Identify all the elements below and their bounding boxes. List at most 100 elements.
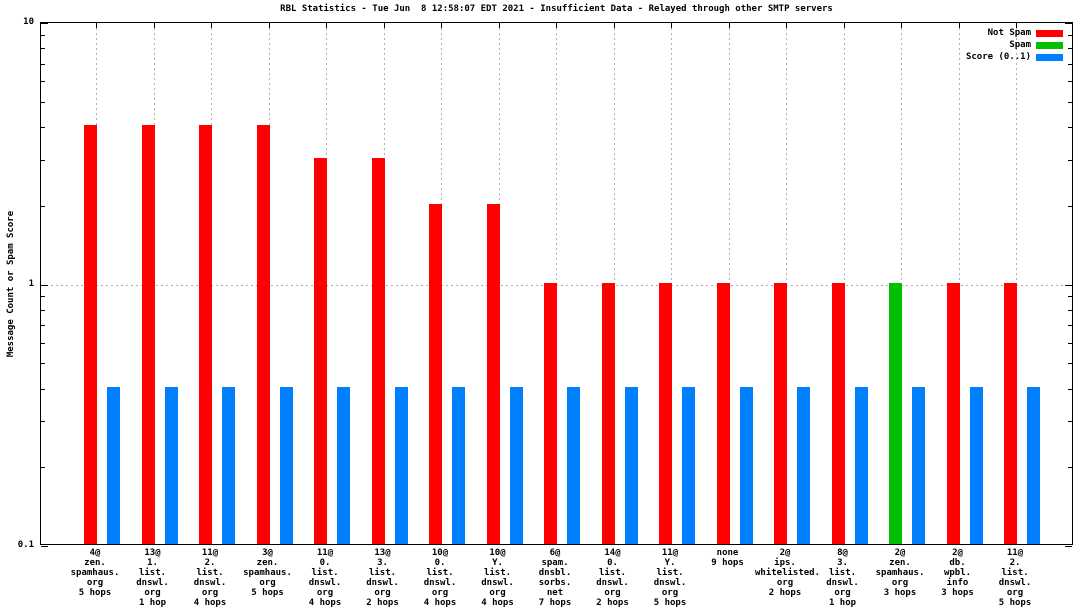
y-axis-tick-minor: [1068, 342, 1072, 344]
y-axis-tick-minor: [41, 205, 45, 207]
x-tick-label: none 9 hops: [711, 548, 744, 568]
bar-score: [912, 386, 925, 544]
y-axis-tick-minor: [41, 101, 45, 103]
bar-score: [567, 386, 580, 544]
bar-not-spam: [199, 125, 212, 544]
legend: Not Spam Spam Score (0..1): [966, 27, 1063, 63]
legend-label: Spam: [1009, 40, 1031, 50]
y-axis-tick-major: [41, 284, 48, 286]
y-axis-tick-minor: [41, 48, 45, 50]
y-axis-tick-minor: [41, 81, 45, 82]
y-axis-tick-minor: [1068, 101, 1072, 103]
x-tick-label: 11@ 0. list. dnswl. org 4 hops: [308, 548, 342, 608]
y-axis-tick-minor: [1068, 81, 1072, 82]
bar-score: [624, 386, 638, 544]
x-axis-tick: [556, 23, 557, 28]
bar-score: [682, 386, 695, 544]
y-tick-label: 0.1: [17, 540, 34, 550]
y-axis-tick-minor: [1068, 309, 1072, 311]
y-axis-tick-minor: [41, 309, 45, 311]
x-axis-tick: [1016, 23, 1017, 28]
bar-score: [452, 386, 465, 544]
bar-not-spam: [141, 125, 155, 544]
x-tick-label: 3@ zen. spamhaus. org 5 hops: [243, 548, 292, 598]
x-tick-label: 11@ Y. list. dnswl. org 5 hops: [653, 548, 687, 608]
y-axis-tick-minor: [1068, 363, 1072, 365]
y-axis-tick-minor: [1068, 63, 1072, 65]
bar-not-spam: [601, 282, 615, 544]
x-tick-label: 13@ 3. list. dnswl. org 2 hops: [366, 548, 399, 608]
x-axis-tick: [498, 23, 500, 28]
y-tick-label: 10: [23, 17, 34, 27]
bar-not-spam: [429, 203, 442, 544]
y-axis-tick-minor: [1068, 296, 1072, 298]
y-axis-tick-minor: [41, 363, 45, 365]
x-tick-label: 11@ 2. list. dnswl. org 4 hops: [193, 548, 227, 608]
chart-title: RBL Statistics - Tue Jun 8 12:58:07 EDT …: [280, 4, 833, 14]
y-axis-tick-minor: [1068, 159, 1072, 161]
legend-row: Spam: [966, 39, 1063, 51]
y-axis-tick-minor: [1068, 325, 1072, 326]
y-axis-tick-minor: [1068, 127, 1072, 129]
bar-not-spam: [1004, 282, 1017, 544]
legend-row: Score (0..1): [966, 51, 1063, 63]
x-axis-tick: [958, 23, 960, 28]
x-tick-label: 8@ 3. list. dnswl. org 1 hop: [826, 548, 859, 608]
x-tick-label: 14@ 0. list. dnswl. org 2 hops: [596, 548, 629, 608]
x-axis-tick: [613, 23, 615, 28]
y-axis-tick-minor: [1068, 205, 1072, 207]
bar-score: [279, 386, 293, 544]
x-tick-label: 2@ db. wpbl. info 3 hops: [941, 548, 974, 598]
bar-not-spam: [256, 125, 270, 544]
bar-not-spam: [774, 282, 787, 544]
x-tick-label: 13@ 1. list. dnswl. org 1 hop: [136, 548, 169, 608]
bar-not-spam: [314, 157, 327, 544]
y-axis-tick-minor: [41, 388, 45, 390]
plot-area: [40, 22, 1073, 547]
legend-label: Not Spam: [987, 28, 1031, 38]
x-tick-label: 2@ zen. spamhaus. org 3 hops: [875, 548, 925, 598]
y-axis-tick-minor: [41, 34, 45, 36]
y-axis-tick-major: [1065, 23, 1072, 24]
y-axis-tick-minor: [41, 421, 45, 423]
x-tick-label: 4@ zen. spamhaus. org 5 hops: [70, 548, 120, 598]
bar-not-spam: [371, 157, 385, 544]
x-tick-label: 2@ ips. whitelisted. org 2 hops: [755, 548, 821, 598]
x-axis-tick: [383, 23, 385, 28]
bar-score: [394, 386, 408, 544]
legend-swatch-not_spam: [1036, 29, 1063, 37]
x-axis-tick: [786, 23, 787, 28]
legend-swatch-spam: [1036, 41, 1063, 49]
bar-score: [222, 386, 235, 544]
legend-label: Score (0..1): [965, 52, 1031, 62]
x-tick-label: 6@ spam. dnsbl. sorbs. net 7 hops: [538, 548, 572, 608]
bar-score: [337, 386, 350, 544]
bar-score: [1027, 386, 1040, 544]
bar-not-spam: [831, 282, 845, 544]
x-axis-tick: [843, 23, 845, 28]
x-axis-tick: [211, 23, 212, 28]
bar-score: [107, 386, 120, 544]
y-axis-tick-minor: [41, 159, 45, 161]
x-tick-label: 11@ 2. list. dnswl. org 5 hops: [998, 548, 1032, 608]
y-axis-tick-major: [1065, 284, 1072, 286]
legend-swatch-score: [1036, 53, 1063, 61]
x-tick-label: 10@ Y. list. dnswl. org 4 hops: [481, 548, 514, 608]
x-axis-tick: [153, 23, 155, 28]
x-axis-tick: [901, 23, 902, 28]
y-axis-tick-minor: [41, 296, 45, 298]
x-axis-tick: [268, 23, 270, 28]
y-axis-tick-minor: [41, 127, 45, 129]
bar-score: [969, 386, 983, 544]
bar-not-spam: [659, 282, 672, 544]
y-axis-tick-minor: [1068, 421, 1072, 423]
y-axis-tick-minor: [41, 325, 45, 326]
x-axis-tick: [441, 23, 442, 28]
y-axis-tick-minor: [1068, 388, 1072, 390]
y-tick-label: 1: [28, 278, 34, 289]
x-axis-tick: [671, 23, 672, 28]
bar-score: [739, 386, 753, 544]
bar-score: [509, 386, 523, 544]
bar-not-spam: [716, 282, 730, 544]
